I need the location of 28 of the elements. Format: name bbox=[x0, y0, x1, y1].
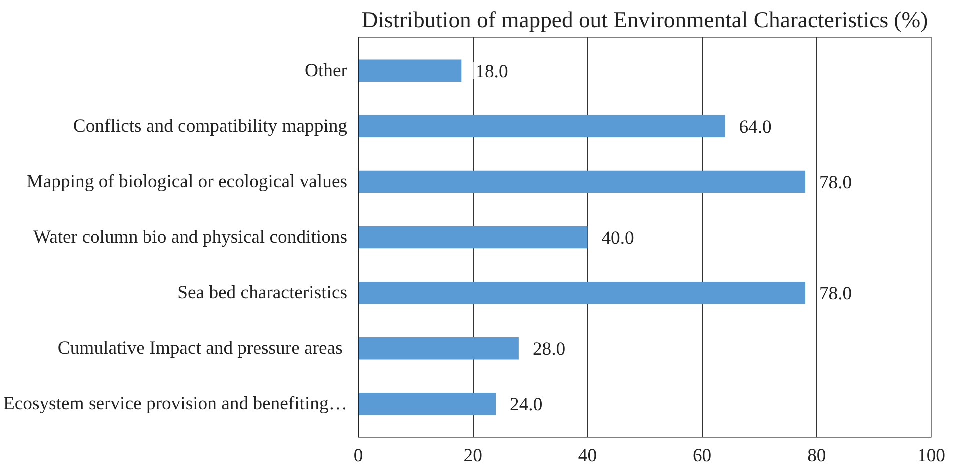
x-tick-label: 100 bbox=[918, 446, 946, 466]
x-tick-label: 20 bbox=[464, 446, 482, 466]
y-tick-label: Sea bed characteristics bbox=[178, 282, 348, 304]
y-tick-label: Other bbox=[305, 60, 348, 82]
chart-title: Distribution of mapped out Environmental Characteristics (%) bbox=[362, 8, 928, 32]
y-tick-label: Cumulative Impact and pressure areas bbox=[58, 338, 343, 360]
bar bbox=[358, 115, 726, 138]
data-label: 28.0 bbox=[532, 339, 566, 360]
x-tick-label: 0 bbox=[354, 446, 364, 466]
data-label: 24.0 bbox=[510, 394, 543, 416]
bar bbox=[358, 338, 519, 360]
data-label: 40.0 bbox=[602, 228, 634, 249]
y-tick-label: Water column bio and physical conditions bbox=[33, 227, 348, 248]
data-label: 78.0 bbox=[819, 284, 852, 305]
data-label: 64.0 bbox=[739, 116, 772, 138]
bar bbox=[358, 60, 462, 82]
bar bbox=[358, 282, 806, 304]
x-tick-label: 80 bbox=[808, 446, 826, 466]
data-label: 18.0 bbox=[476, 61, 508, 82]
bar bbox=[358, 393, 496, 416]
x-tick-label: 40 bbox=[578, 446, 598, 466]
bar bbox=[358, 226, 588, 249]
y-tick-label: Conflicts and compatibility mapping bbox=[73, 116, 348, 137]
x-tick-label: 60 bbox=[692, 446, 712, 466]
bar bbox=[358, 170, 806, 194]
y-tick-label: Ecosystem service provision and benefiting… bbox=[3, 394, 348, 415]
y-tick-label: Mapping of biological or ecological values bbox=[26, 171, 348, 192]
data-label: 78.0 bbox=[819, 172, 852, 194]
